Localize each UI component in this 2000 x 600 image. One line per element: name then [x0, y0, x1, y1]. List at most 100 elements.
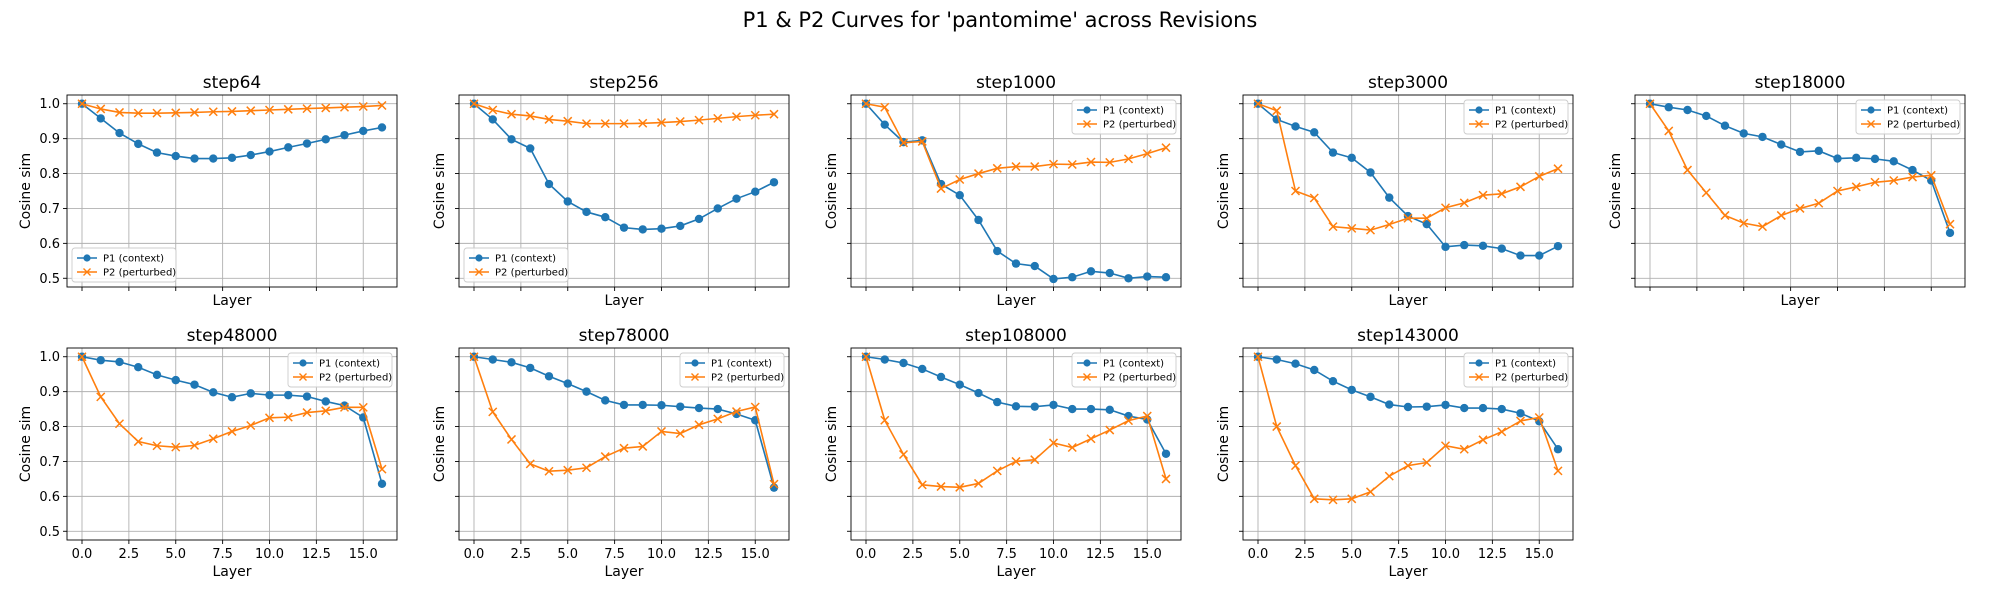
data-point-p2	[1739, 218, 1749, 228]
data-point-p2	[1048, 159, 1059, 169]
data-point-p2	[713, 414, 723, 424]
legend-label: P1 (context)	[1495, 359, 1556, 370]
data-point-p1	[619, 223, 629, 232]
data-point-p2	[1142, 149, 1152, 159]
data-point-p1	[1422, 219, 1431, 229]
y-tick-label: 1.0	[39, 97, 60, 112]
data-point-p2	[769, 109, 779, 119]
x-tick-label: 5.0	[557, 547, 578, 562]
data-point-p1	[1478, 241, 1488, 251]
x-tick-label: 12.5	[694, 547, 723, 562]
data-point-p1	[1030, 261, 1039, 271]
legend-label: P2 (perturbed)	[1887, 120, 1960, 131]
data-point-p1	[377, 123, 387, 132]
data-point-p2	[619, 119, 629, 129]
data-point-p1	[918, 364, 927, 374]
legend-label: P1 (context)	[1887, 106, 1948, 117]
data-point-p1	[1441, 242, 1450, 252]
y-axis-label: Cosine sim	[18, 153, 34, 229]
data-point-p2	[133, 437, 143, 447]
x-tick-label: 7.5	[1388, 547, 1409, 562]
data-point-p1	[134, 139, 143, 149]
data-point-p2	[1478, 435, 1488, 445]
y-tick-label: 1.0	[39, 350, 60, 365]
data-point-p2	[1832, 186, 1843, 196]
data-point-p2	[1067, 159, 1077, 169]
data-point-p2	[1253, 352, 1263, 362]
data-point-p2	[1347, 223, 1357, 233]
data-point-p2	[1422, 213, 1432, 223]
legend-box	[71, 247, 177, 283]
y-tick-label: 0.7	[39, 455, 60, 470]
data-point-p2	[1365, 225, 1376, 235]
data-point-p1	[1328, 376, 1338, 386]
data-point-p1	[1291, 359, 1300, 368]
data-point-p1	[1777, 140, 1786, 149]
data-point-p2	[1720, 210, 1730, 220]
data-point-p2	[77, 352, 87, 362]
data-point-p2	[1757, 222, 1768, 232]
data-point-p1	[1553, 241, 1563, 251]
data-point-p1	[751, 187, 760, 196]
data-point-p1	[1068, 404, 1077, 414]
data-point-p2	[694, 115, 704, 125]
data-point-p2	[1459, 444, 1469, 454]
data-point-p2	[377, 464, 387, 474]
data-point-p2	[1682, 165, 1693, 175]
panel-title: step108000	[965, 326, 1067, 346]
data-point-p1	[134, 363, 143, 372]
x-tick-label: 10.0	[255, 547, 284, 562]
data-point-p2	[321, 103, 331, 113]
data-point-p1	[1460, 240, 1469, 250]
legend: P1 (context) P2 (perturbed)	[287, 352, 393, 388]
data-point-p1	[284, 390, 293, 400]
data-point-p1	[1049, 274, 1058, 284]
y-tick-label: 0.6	[39, 490, 60, 505]
data-point-p2	[152, 108, 162, 118]
data-point-p1	[190, 380, 199, 389]
data-point-p1	[1664, 103, 1673, 112]
legend-marker-p1	[475, 254, 483, 262]
panel-title: step3000	[1368, 73, 1448, 93]
data-point-p2	[1497, 189, 1507, 199]
data-point-p1	[1347, 153, 1356, 163]
x-tick-label: 0.0	[464, 547, 485, 562]
data-point-p2	[750, 110, 760, 120]
data-point-p1	[1535, 251, 1544, 260]
data-point-p2	[1030, 162, 1040, 172]
data-point-p1	[321, 397, 330, 406]
data-point-p1	[1795, 147, 1805, 157]
data-point-p2	[1011, 162, 1021, 172]
data-point-p2	[992, 466, 1002, 476]
data-point-p2	[600, 452, 610, 462]
data-point-p2	[133, 108, 143, 118]
data-point-p2	[880, 102, 890, 112]
data-point-p1	[936, 372, 946, 382]
figure-title: P1 & P2 Curves for 'pantomime' across Re…	[743, 8, 1258, 32]
legend-marker-p2	[1083, 120, 1091, 128]
legend-marker-p1	[691, 359, 699, 367]
legend-box	[1463, 352, 1569, 388]
legend-label: P1 (context)	[1495, 106, 1556, 117]
data-point-p1	[1945, 228, 1955, 238]
data-point-p2	[1889, 175, 1899, 186]
y-axis-label: Cosine sim	[1216, 153, 1232, 229]
panel-title: step1000	[976, 73, 1056, 93]
data-point-p2	[1384, 471, 1394, 481]
y-axis-label: Cosine sim	[432, 153, 448, 229]
data-point-p2	[1776, 210, 1786, 220]
data-point-p1	[955, 190, 964, 200]
legend-label: P1 (context)	[1103, 359, 1164, 370]
data-point-p1	[1814, 146, 1823, 156]
data-point-p2	[152, 441, 162, 451]
data-point-p1	[1049, 400, 1058, 410]
data-point-p2	[619, 443, 629, 453]
legend-label: P1 (context)	[711, 359, 772, 370]
panel-step108000: 0.0 2.5 5.0 7.5 10.0 12.5 15.0 step108000 Layer C…	[824, 326, 1182, 580]
data-point-p2	[227, 426, 237, 436]
x-axis-label: Layer	[1388, 564, 1427, 580]
data-point-p2	[1290, 461, 1301, 471]
data-point-p1	[1328, 148, 1338, 157]
data-point-p2	[694, 420, 704, 430]
data-point-p1	[1739, 129, 1748, 138]
